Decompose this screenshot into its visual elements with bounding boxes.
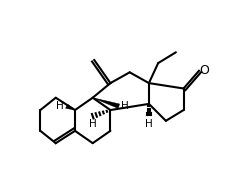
Polygon shape (66, 104, 75, 110)
Text: H: H (89, 119, 97, 129)
Text: H: H (145, 118, 153, 128)
Polygon shape (93, 98, 120, 108)
Text: H: H (121, 101, 129, 111)
Text: H: H (56, 101, 64, 111)
Text: O: O (199, 64, 209, 76)
